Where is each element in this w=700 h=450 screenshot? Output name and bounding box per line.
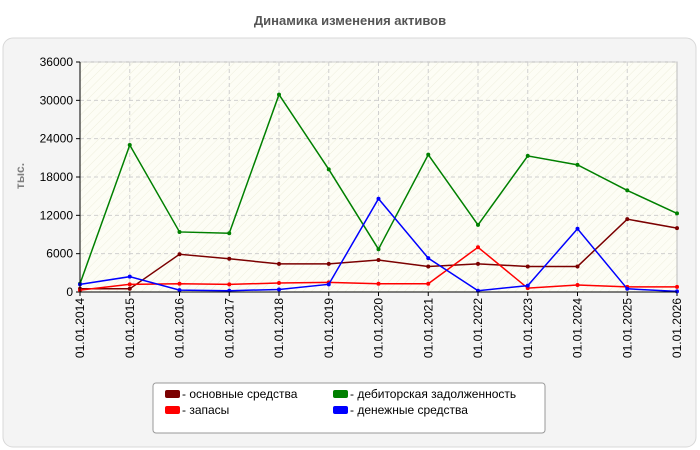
x-tick-label: 01.01.2020: [372, 298, 386, 358]
data-point: [476, 261, 480, 266]
data-point: [326, 282, 331, 287]
data-point: [277, 92, 281, 97]
data-point: [127, 282, 132, 287]
data-point: [326, 261, 331, 266]
grid: [80, 61, 677, 292]
data-point: [675, 284, 679, 289]
data-point: [625, 188, 630, 193]
x-tick-label: 01.01.2023: [521, 298, 535, 358]
data-point: [476, 245, 480, 250]
data-point: [277, 281, 281, 286]
x-tick-label: 01.01.2021: [421, 298, 435, 358]
x-tick-label: 01.01.2015: [123, 298, 137, 358]
data-point: [127, 274, 132, 279]
data-point: [177, 288, 182, 293]
data-point: [227, 256, 232, 261]
y-tick-label: 12000: [40, 208, 74, 222]
data-point: [525, 264, 530, 269]
data-point: [326, 167, 331, 172]
data-point: [376, 196, 381, 201]
legend-swatch: [333, 406, 348, 414]
data-point: [675, 289, 679, 294]
legend-swatch: [165, 390, 180, 398]
data-point: [625, 286, 630, 291]
data-point: [426, 264, 431, 269]
legend-swatch: [333, 390, 348, 398]
data-point: [127, 143, 132, 148]
data-point: [127, 286, 132, 291]
x-tick-label: 01.01.2014: [73, 298, 87, 358]
data-point: [476, 222, 480, 227]
x-tick-label: 01.01.2016: [173, 298, 187, 358]
data-point: [575, 226, 580, 231]
data-point: [525, 283, 530, 288]
y-tick-label: 30000: [40, 93, 74, 107]
x-tick-label: 01.01.2018: [272, 298, 286, 358]
data-point: [376, 247, 381, 252]
y-tick-label: 6000: [46, 247, 73, 261]
legend-swatch: [165, 406, 180, 414]
legend-label: - запасы: [182, 403, 229, 417]
y-tick-label: 18000: [40, 170, 74, 184]
legend: - основные средства - запасы - дебиторская…: [165, 387, 516, 417]
x-tick-label: 01.01.2022: [471, 298, 485, 358]
data-point: [426, 281, 431, 286]
data-point: [227, 231, 232, 236]
x-axis: 01.01.2014 01.01.2015 01.01.2016 01.01.2017…: [73, 292, 684, 358]
legend-box: [152, 382, 546, 434]
data-point: [575, 264, 580, 269]
data-point: [227, 282, 232, 287]
y-axis-label: тыс.: [13, 163, 27, 189]
y-tick-label: 36000: [40, 55, 74, 69]
data-point: [625, 217, 630, 222]
x-tick-label: 01.01.2024: [571, 298, 585, 358]
data-point: [277, 287, 281, 292]
legend-label: - денежные средства: [350, 403, 468, 417]
data-point: [277, 261, 281, 266]
data-point: [177, 281, 182, 286]
data-point: [525, 153, 530, 158]
data-point: [675, 211, 679, 216]
series-2: [78, 245, 679, 293]
data-point: [177, 229, 182, 234]
data-point: [575, 162, 580, 167]
x-tick-label: 01.01.2025: [620, 298, 634, 358]
series-3: [78, 92, 679, 286]
series-layer: [78, 92, 679, 294]
y-tick-label: 0: [66, 285, 73, 299]
data-point: [376, 281, 381, 286]
data-point: [575, 282, 580, 287]
x-tick-label: 01.01.2017: [222, 298, 236, 358]
x-tick-label: 01.01.2019: [322, 298, 336, 358]
data-point: [426, 152, 431, 157]
chart-title: Динамика изменения активов: [254, 13, 446, 28]
data-point: [177, 252, 182, 257]
y-tick-label: 24000: [40, 132, 74, 146]
x-tick-label: 01.01.2026: [670, 298, 684, 358]
data-point: [376, 258, 381, 263]
data-point: [675, 226, 679, 231]
legend-label: - основные средства: [182, 387, 298, 401]
y-axis: 0 6000 12000 18000 24000 30000 36000: [40, 55, 80, 299]
legend-label: - дебиторская задолженность: [350, 387, 516, 401]
data-point: [426, 256, 431, 261]
